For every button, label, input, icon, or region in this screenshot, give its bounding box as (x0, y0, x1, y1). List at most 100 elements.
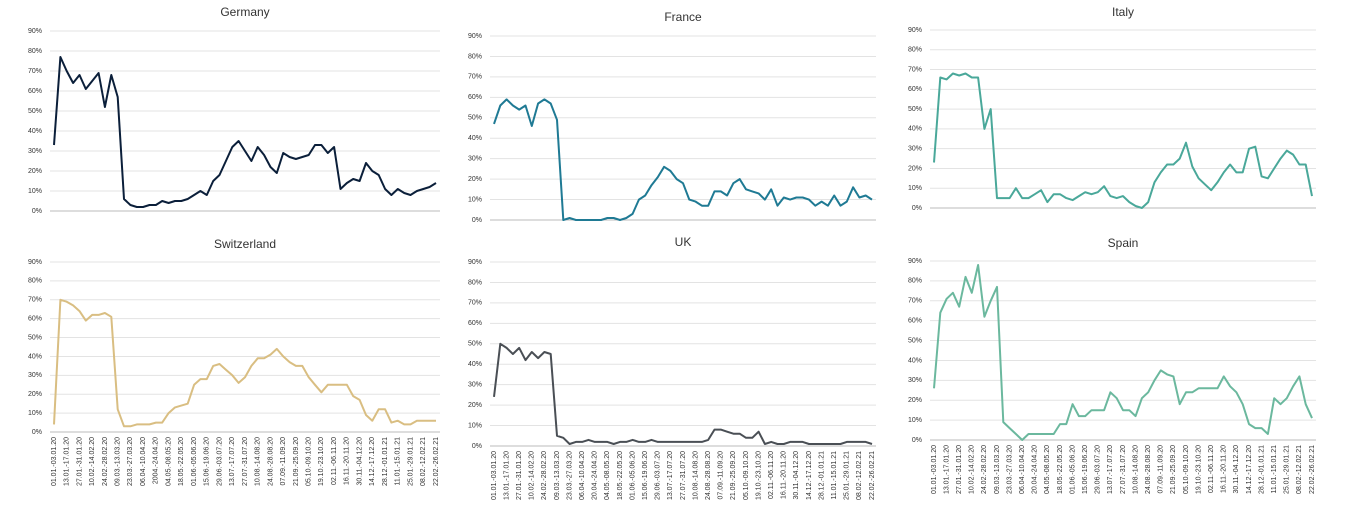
y-tick-label: 10% (468, 196, 482, 203)
x-tick-label: 04.05.-08.05.20 (604, 451, 611, 500)
y-tick-label: 20% (468, 402, 482, 409)
x-tick-label: 27.07.-31.07.20 (242, 437, 249, 486)
x-tick-label: 05.10.-09.10.20 (1183, 445, 1190, 494)
x-tick-label: 20.04.-24.04.20 (592, 451, 599, 500)
x-tick-label: 07.09.-11.09.20 (718, 451, 725, 500)
x-tick-label: 18.05.-22.05.20 (178, 437, 185, 486)
y-tick-label: 80% (28, 278, 42, 285)
x-tick-label: 22.02.-26.02.21 (433, 437, 440, 486)
y-tick-label: 30% (28, 148, 42, 155)
x-tick-label: 05.10.-09.10.20 (743, 451, 750, 500)
x-tick-label: 08.02.-12.02.21 (420, 437, 427, 486)
x-tick-label: 24.08.-28.08.20 (1145, 445, 1152, 494)
data-line (53, 56, 437, 208)
y-tick-label: 70% (908, 66, 922, 73)
x-tick-label: 27.01.-31.01.20 (516, 451, 523, 500)
x-tick-label: 06.04.-10.04.20 (1019, 445, 1026, 494)
y-tick-label: 90% (468, 33, 482, 40)
y-tick-label: 50% (468, 115, 482, 122)
x-tick-label: 13.07.-17.07.20 (667, 451, 674, 500)
x-tick-label: 14.12.-17.12.20 (369, 437, 376, 486)
y-tick-label: 60% (468, 320, 482, 327)
x-tick-label: 16.11.-20.11.20 (781, 451, 788, 499)
chart-title: UK (675, 235, 692, 249)
y-tick-label: 80% (468, 53, 482, 60)
chart-title: Spain (1108, 236, 1139, 250)
y-tick-label: 80% (468, 279, 482, 286)
x-tick-label: 18.05.-22.05.20 (617, 451, 624, 500)
x-tick-label: 20.04.-24.04.20 (1032, 445, 1039, 494)
x-tick-label: 13.01.-17.01.20 (503, 451, 510, 500)
x-tick-label: 13.01.-17.01.20 (64, 437, 71, 486)
y-tick-label: 20% (908, 397, 922, 404)
y-tick-label: 0% (472, 443, 482, 450)
y-tick-label: 10% (28, 410, 42, 417)
y-tick-label: 0% (472, 217, 482, 224)
x-tick-label: 10.02.-14.02.20 (89, 437, 96, 486)
y-tick-label: 40% (28, 128, 42, 135)
y-tick-label: 30% (468, 382, 482, 389)
data-line (53, 298, 436, 428)
y-tick-label: 40% (468, 361, 482, 368)
x-tick-label: 18.05.-22.05.20 (1057, 445, 1064, 494)
y-tick-label: 90% (28, 259, 42, 266)
x-tick-label: 23.03.-27.03.20 (127, 437, 134, 486)
y-tick-label: 80% (908, 47, 922, 54)
y-tick-label: 90% (468, 259, 482, 266)
y-tick-label: 40% (468, 135, 482, 142)
data-line (933, 72, 1313, 209)
y-tick-label: 10% (908, 185, 922, 192)
y-tick-label: 70% (908, 298, 922, 305)
x-tick-label: 02.11.-06.11.20 (768, 451, 775, 499)
x-tick-label: 15.06.-19.06.20 (1082, 445, 1089, 494)
chart-title: Switzerland (214, 237, 276, 251)
x-tick-label: 13.01.-17.01.20 (943, 445, 950, 494)
x-tick-label: 25.01.-29.01.21 (407, 437, 414, 486)
y-tick-label: 60% (28, 88, 42, 95)
x-tick-label: 21.09.-25.09.20 (730, 451, 737, 500)
y-tick-label: 60% (908, 318, 922, 325)
y-tick-label: 60% (908, 86, 922, 93)
y-tick-label: 40% (908, 357, 922, 364)
chart-title: France (664, 10, 702, 24)
x-tick-label: 08.02.-12.02.21 (1296, 445, 1303, 494)
x-tick-label: 21.09.-25.09.20 (1170, 445, 1177, 494)
x-tick-label: 14.12.-17.12.20 (1246, 445, 1253, 494)
x-tick-label: 04.05.-08.05.20 (1044, 445, 1051, 494)
y-tick-label: 70% (28, 68, 42, 75)
y-tick-label: 50% (908, 337, 922, 344)
x-tick-label: 13.07.-17.07.20 (229, 437, 236, 486)
y-tick-label: 40% (28, 353, 42, 360)
x-tick-label: 13.07.-17.07.20 (1107, 445, 1114, 494)
x-tick-label: 16.11.-20.11.20 (344, 437, 351, 485)
x-tick-label: 27.07.-31.07.20 (1120, 445, 1127, 494)
x-tick-label: 11.01.-15.01.21 (831, 451, 838, 500)
y-tick-label: 10% (908, 417, 922, 424)
data-line (933, 264, 1313, 441)
y-tick-label: 50% (908, 106, 922, 113)
x-tick-label: 15.06.-19.06.20 (204, 437, 211, 486)
x-tick-label: 14.12.-17.12.20 (806, 451, 813, 500)
x-tick-label: 22.02.-26.02.21 (869, 451, 876, 500)
x-tick-label: 10.02.-14.02.20 (529, 451, 536, 500)
y-tick-label: 50% (28, 334, 42, 341)
x-tick-label: 01.06.-05.06.20 (191, 437, 198, 486)
x-tick-label: 27.07.-31.07.20 (680, 451, 687, 500)
y-tick-label: 60% (468, 94, 482, 101)
x-tick-label: 02.11.-06.11.20 (1208, 445, 1215, 493)
y-tick-label: 20% (28, 168, 42, 175)
y-tick-label: 30% (908, 146, 922, 153)
x-tick-label: 01.01.-03.01.20 (51, 437, 58, 486)
x-tick-label: 08.02.-12.02.21 (856, 451, 863, 500)
x-tick-label: 19.10.-23.10.20 (755, 451, 762, 500)
x-tick-label: 30.11.-04.12.20 (793, 451, 800, 500)
y-tick-label: 70% (468, 300, 482, 307)
x-tick-label: 30.11.-04.12.20 (1233, 445, 1240, 494)
x-tick-label: 05.10.-09.10.20 (306, 437, 313, 486)
x-tick-label: 28.12.-01.01.21 (818, 451, 825, 500)
x-tick-label: 11.01.-15.01.21 (395, 437, 402, 486)
y-tick-label: 90% (908, 27, 922, 34)
x-tick-label: 24.02.-28.02.20 (541, 451, 548, 500)
y-tick-label: 70% (28, 297, 42, 304)
y-tick-label: 90% (908, 258, 922, 265)
